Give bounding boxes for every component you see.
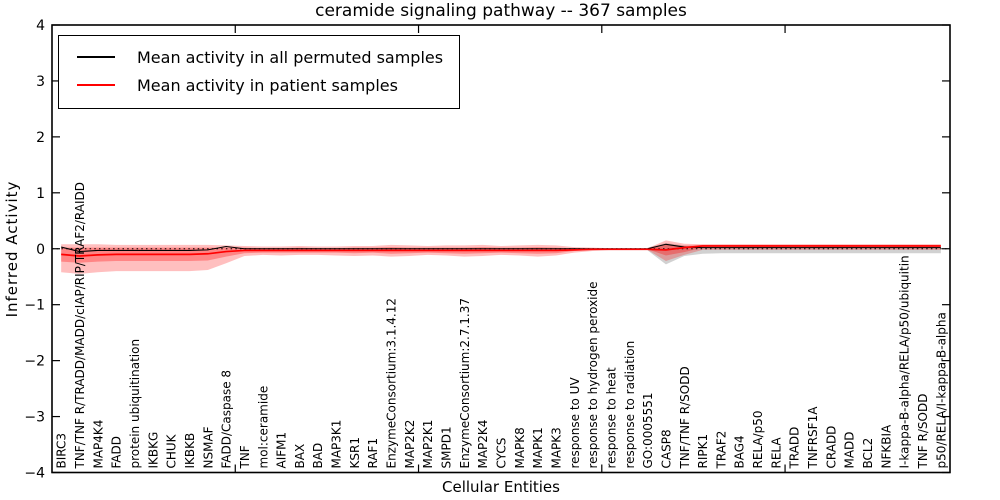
permuted-samples-band [647,243,941,265]
category-label: BAG4 [733,435,747,468]
category-label: MAP2K1 [421,420,435,469]
category-label: CHUK [165,433,179,468]
category-label: response to heat [604,367,618,469]
category-label: p50/RELA/I-kappa-B-alpha [934,312,948,468]
category-label: FADD [110,436,124,469]
category-label: TRAF2 [714,431,728,470]
category-label: MAP3K1 [330,420,344,469]
category-label: AIFM1 [275,432,289,469]
y-tick-label: 3 [36,74,45,90]
legend-item-permuted: Mean activity in all permuted samples [75,43,443,71]
legend-label-permuted: Mean activity in all permuted samples [137,47,444,67]
y-tick-label: −3 [24,410,45,426]
category-label: RAF1 [366,438,380,469]
category-label: BAD [311,443,325,469]
category-label: BIRC3 [55,433,69,469]
category-label: TNF R/SODD [916,394,930,470]
category-label: RELA [769,437,783,469]
category-label: I-kappa-B-alpha/RELA/p50/ubiquitin [898,255,912,468]
category-label: BCL2 [861,438,875,469]
legend-line-black-icon [77,56,115,58]
x-axis-label: Cellular Entities [442,478,560,496]
category-label: CYCS [495,438,509,469]
category-label: RELA/p50 [751,410,765,468]
category-label: MAPK1 [531,427,545,468]
category-label: response to hydrogen peroxide [586,281,600,468]
category-label: NFKBIA [879,424,893,469]
category-label: response to radiation [623,341,637,469]
category-label: MAP4K4 [91,420,105,469]
legend-label-patient: Mean activity in patient samples [137,75,398,95]
category-label: EnzymeConsortium:3.1.4.12 [385,298,399,469]
legend-item-patient: Mean activity in patient samples [75,71,443,99]
y-tick-label: 0 [36,242,45,258]
category-label: FADD/Caspase 8 [220,370,234,469]
category-label: RIPK1 [696,434,710,469]
y-tick-label: 2 [36,130,45,146]
chart-title: ceramide signaling pathway -- 367 sample… [315,1,687,21]
y-tick-label: −1 [24,298,45,314]
y-tick-label: 1 [36,186,45,202]
patient-mean-line [61,245,941,257]
y-tick-label: −2 [24,354,45,370]
category-label: response to UV [568,377,582,469]
category-label: EnzymeConsortium:2.7.1.37 [458,298,472,469]
category-label: TNF/TNF R/SODD [678,366,692,469]
category-label: TNF [238,445,252,469]
category-label: NSMAF [201,426,215,468]
category-label: MADD [843,431,857,468]
category-label: protein ubiquitination [128,339,142,469]
category-label: MAP2K4 [476,420,490,469]
category-label: GO:0005551 [641,392,655,468]
category-label: SMPD1 [440,426,454,468]
category-label: TNF/TNF R/TRADD/MADD/cIAP/RIP/TRAF2/RAID… [73,182,87,470]
category-label: CASP8 [659,429,673,468]
legend-line-red-icon [77,84,115,86]
category-label: KSR1 [348,437,362,468]
legend: Mean activity in all permuted samples Me… [58,35,461,109]
category-label: IKBKB [183,433,197,469]
permuted-mean-line [61,243,941,253]
category-label: MAP2K2 [403,420,417,469]
category-label: TNFRSF1A [806,406,820,470]
category-label: MAPK8 [513,427,527,468]
category-label: mol:ceramide [256,386,270,469]
y-tick-label: −4 [24,466,45,482]
category-label: IKBKG [146,432,160,469]
category-label: MAPK3 [549,427,563,468]
category-label: CRADD [824,426,838,469]
y-tick-label: 4 [36,18,45,34]
category-label: TRADD [788,427,802,470]
category-label: BAX [293,444,307,469]
